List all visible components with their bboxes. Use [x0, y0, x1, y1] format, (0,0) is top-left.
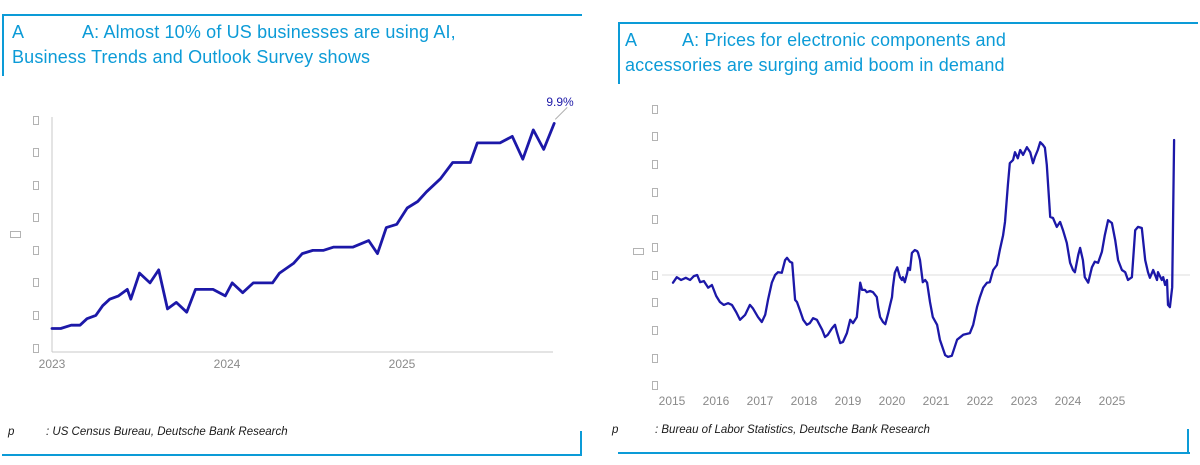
left-panel-bottom-right-border	[580, 431, 582, 456]
y-tick-placeholder	[652, 381, 658, 391]
y-tick-placeholder	[33, 245, 39, 255]
y-tick-placeholder	[652, 325, 658, 335]
right-figure-title: A A: Prices for electronic components and…	[625, 28, 1185, 78]
x-tick-label: 2021	[922, 394, 950, 408]
y-tick-placeholder	[33, 180, 39, 190]
right-source-prefix: p	[612, 424, 619, 436]
left-panel-left-border	[2, 14, 4, 76]
x-tick-label: 2025	[388, 357, 416, 371]
left-title-line2: Business Trends and Outlook Survey shows	[12, 47, 371, 67]
y-tick-placeholder	[33, 310, 39, 320]
x-tick-label: 2015	[658, 394, 686, 408]
y-tick-placeholder	[33, 148, 39, 158]
x-tick-label: 2024	[213, 357, 241, 371]
y-tick-placeholder	[33, 213, 39, 223]
x-tick-label: 2016	[702, 394, 730, 408]
series-line-share-of-us-businesses-using-ai	[50, 122, 556, 330]
x-tick-label: 2022	[966, 394, 994, 408]
right-title-line1: A: Prices for electronic components and	[682, 30, 1007, 50]
x-tick-label: 2018	[790, 394, 818, 408]
y-tick-placeholder	[33, 278, 39, 288]
x-tick-label: 2023	[38, 357, 66, 371]
left-source-prefix: p	[8, 426, 15, 438]
y-tick-placeholder	[652, 159, 658, 169]
x-tick-label: 2017	[746, 394, 774, 408]
right-panel-bottom-right-border	[1187, 429, 1189, 454]
x-tick-label: 2023	[1010, 394, 1038, 408]
y-tick-placeholder	[652, 187, 658, 197]
y-tick-placeholder	[652, 353, 658, 363]
y-tick-placeholder	[652, 132, 658, 142]
y-tick-placeholder	[652, 270, 658, 280]
right-figure-label: A	[625, 30, 638, 50]
right-panel-left-border	[618, 22, 620, 84]
left-source-note: p : US Census Bureau, Deutsche Bank Resea…	[8, 425, 288, 439]
y-tick-placeholder	[33, 115, 39, 125]
y-tick-placeholder	[652, 242, 658, 252]
left-title-line1: A: Almost 10% of US businesses are using…	[82, 22, 456, 42]
annotation-leader-line	[554, 107, 568, 120]
latest-value-annotation: 9.9%	[546, 95, 574, 109]
y-tick-placeholder	[652, 298, 658, 308]
left-figure-title: A A: Almost 10% of US businesses are usin…	[12, 20, 572, 70]
left-panel-top-border	[2, 14, 582, 16]
right-panel-bottom-border	[618, 452, 1190, 454]
x-tick-label: 2019	[834, 394, 862, 408]
x-tick-label: 2024	[1054, 394, 1082, 408]
series-line-ppi-electronic-components-and-accessories	[671, 138, 1176, 359]
left-source-text: : US Census Bureau, Deutsche Bank Resear…	[46, 426, 288, 438]
x-tick-label: 2025	[1098, 394, 1126, 408]
left-panel-bottom-border	[2, 454, 582, 456]
right-panel-top-border	[618, 22, 1198, 24]
right-source-note: p : Bureau of Labor Statistics, Deutsche …	[612, 423, 930, 437]
y-tick-placeholder	[652, 215, 658, 225]
left-y-axis-title-placeholder	[10, 231, 21, 238]
y-tick-placeholder	[33, 343, 39, 353]
right-title-line2: accessories are surging amid boom in dem…	[625, 55, 1005, 75]
right-source-text: : Bureau of Labor Statistics, Deutsche B…	[655, 424, 930, 436]
right-y-axis-title-placeholder	[633, 248, 644, 255]
y-tick-placeholder	[652, 104, 658, 114]
x-tick-label: 2020	[878, 394, 906, 408]
left-figure-label: A	[12, 22, 25, 42]
